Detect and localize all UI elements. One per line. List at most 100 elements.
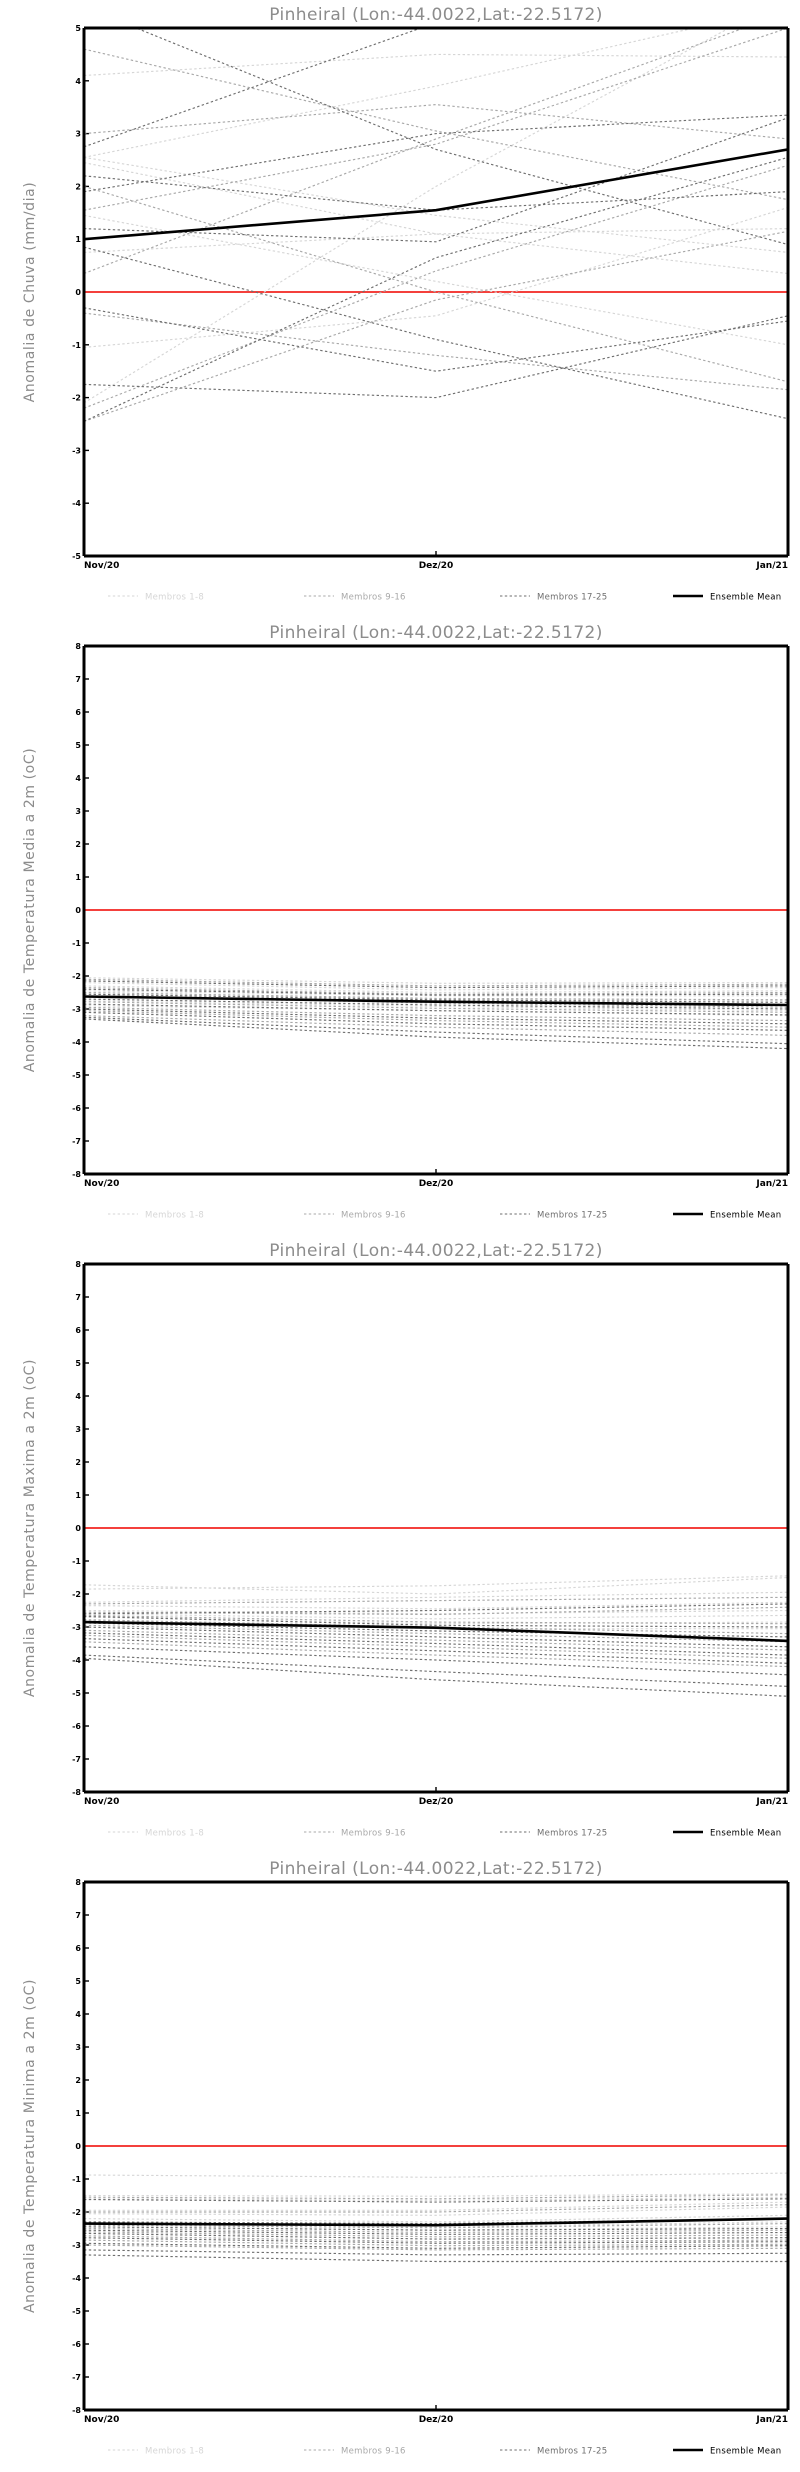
y-tick-label: -4: [72, 1038, 81, 1047]
y-tick-label: -2: [72, 394, 81, 403]
member-line: [84, 1646, 788, 1676]
legend-label: Membros 1-8: [145, 1829, 204, 1839]
y-tick-label: -3: [72, 1623, 81, 1632]
x-tick-label: Jan/21: [755, 561, 788, 571]
y-tick-label: -1: [72, 1557, 81, 1566]
member-line: [84, 1018, 788, 1050]
member-line: [84, 1622, 788, 1638]
plot-area: [84, 2145, 788, 2263]
y-tick-label: 0: [75, 906, 81, 915]
member-line: [84, 1609, 788, 1615]
legend-label: Ensemble Mean: [710, 593, 781, 603]
member-line: [84, 2249, 788, 2256]
y-tick-label: -4: [72, 2274, 81, 2283]
member-line: [84, 2198, 788, 2203]
y-tick-label: 1: [75, 873, 81, 882]
y-tick-label: -8: [72, 1788, 81, 1797]
member-line: [134, 28, 788, 246]
member-line: [84, 185, 788, 383]
y-tick-label: 2: [75, 840, 81, 849]
member-line: [84, 1011, 788, 1031]
y-tick-label: 4: [75, 774, 81, 783]
member-line: [84, 1006, 788, 1022]
y-tick-label: 4: [75, 77, 81, 86]
y-tick-label: 4: [75, 2010, 81, 2019]
y-tick-label: 1: [75, 235, 81, 244]
y-tick-label: -1: [72, 2175, 81, 2184]
member-line: [84, 228, 788, 253]
legend-label: Ensemble Mean: [710, 1211, 781, 1221]
member-line: [84, 1015, 788, 1036]
y-tick-label: -3: [72, 1005, 81, 1014]
y-tick-label: -7: [72, 2373, 81, 2382]
y-tick-label: -4: [72, 1656, 81, 1665]
member-line: [84, 2254, 788, 2263]
legend-label: Membros 17-25: [537, 593, 607, 603]
y-tick-label: -2: [72, 972, 81, 981]
member-line: [84, 1615, 788, 1628]
member-line: [84, 1654, 788, 1687]
panel-temperatura-maxima: Pinheiral (Lon:-44.0022,Lat:-22.5172) Ano…: [0, 1236, 800, 1854]
x-tick-label: Jan/21: [755, 2415, 788, 2425]
y-tick-label: 7: [75, 1911, 81, 1920]
member-line: [84, 1632, 788, 1656]
member-line: [84, 2229, 788, 2235]
plot-area: [84, 909, 788, 1050]
y-tick-label: 5: [75, 1977, 81, 1986]
member-line: [84, 998, 788, 1010]
y-tick-label: 3: [75, 1425, 81, 1434]
member-line: [84, 1003, 788, 1016]
y-tick-label: -6: [72, 2340, 81, 2349]
member-line: [84, 1008, 788, 1025]
member-line: [84, 988, 788, 996]
member-line: [84, 48, 788, 201]
member-line: [84, 2232, 788, 2240]
member-line: [84, 987, 788, 995]
member-line: [84, 117, 788, 243]
member-line: [84, 1657, 788, 1697]
y-tick-label: 8: [75, 642, 81, 651]
member-line: [84, 2231, 788, 2238]
member-line: [84, 2206, 788, 2216]
x-tick-label: Nov/20: [84, 2415, 119, 2425]
ensemble-mean-line: [84, 148, 788, 241]
member-line: [84, 2235, 788, 2243]
x-tick-label: Nov/20: [84, 1797, 119, 1807]
member-line: [84, 2196, 788, 2201]
y-tick-label: 1: [75, 1491, 81, 1500]
chart-title: Pinheiral (Lon:-44.0022,Lat:-22.5172): [269, 1859, 603, 1879]
member-line: [84, 1575, 788, 1590]
y-tick-label: 7: [75, 675, 81, 684]
y-tick-label: 5: [75, 741, 81, 750]
member-line: [84, 307, 788, 372]
chart-tminima: Pinheiral (Lon:-44.0022,Lat:-22.5172) Ano…: [22, 1859, 790, 2457]
member-line: [84, 214, 788, 346]
legend-label: Membros 17-25: [537, 2447, 607, 2457]
ensemble-mean-line: [84, 2217, 788, 2227]
y-tick-label: -7: [72, 1755, 81, 1764]
y-tick-label: 5: [75, 24, 81, 33]
x-tick-label: Dez/20: [419, 2415, 454, 2425]
ensemble-mean-line: [84, 1620, 788, 1643]
y-tick-label: -1: [72, 939, 81, 948]
y-tick-label: -3: [72, 2241, 81, 2250]
member-line: [84, 28, 788, 211]
member-line: [84, 1596, 788, 1605]
member-line: [84, 2244, 788, 2251]
legend-label: Membros 1-8: [145, 2447, 204, 2457]
x-tick-label: Dez/20: [419, 1797, 454, 1807]
member-line: [84, 315, 788, 399]
member-line: [84, 1638, 788, 1664]
x-tick-label: Dez/20: [419, 1179, 454, 1189]
member-line: [84, 1010, 788, 1028]
x-tick-label: Nov/20: [84, 561, 119, 571]
y-tick-label: -7: [72, 1137, 81, 1146]
y-tick-label: -4: [72, 499, 81, 508]
y-tick-label: 0: [75, 288, 81, 297]
panel-temperatura-minima: Pinheiral (Lon:-44.0022,Lat:-22.5172) Ano…: [0, 1854, 800, 2472]
y-tick-label: -2: [72, 1590, 81, 1599]
member-line: [84, 1613, 788, 1620]
member-line: [84, 991, 788, 1001]
legend-label: Ensemble Mean: [710, 2447, 781, 2457]
y-tick-label: -8: [72, 2406, 81, 2415]
